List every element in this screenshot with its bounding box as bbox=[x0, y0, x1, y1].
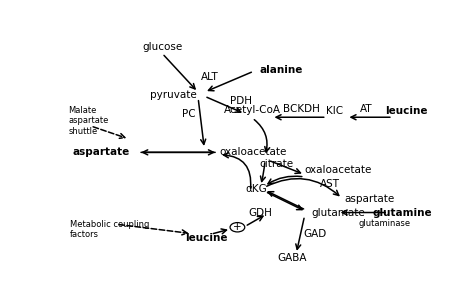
Text: oxaloacetate: oxaloacetate bbox=[219, 147, 286, 157]
Text: KIC: KIC bbox=[326, 106, 343, 116]
Text: Malate
aspartate
shuttle: Malate aspartate shuttle bbox=[68, 106, 109, 136]
Text: GDH: GDH bbox=[248, 208, 272, 217]
Text: leucine: leucine bbox=[385, 106, 428, 116]
Text: glutamate: glutamate bbox=[311, 208, 365, 217]
Text: AST: AST bbox=[320, 179, 340, 189]
Text: alanine: alanine bbox=[259, 65, 303, 75]
Text: GAD: GAD bbox=[303, 229, 327, 239]
Text: GABA: GABA bbox=[278, 253, 307, 263]
Text: BCKDH: BCKDH bbox=[283, 104, 320, 114]
Text: glutamine: glutamine bbox=[373, 208, 433, 217]
Text: Metabolic coupling
factors: Metabolic coupling factors bbox=[70, 220, 150, 239]
Text: glutaminase: glutaminase bbox=[358, 219, 410, 228]
Text: +: + bbox=[233, 222, 242, 232]
Text: glucose: glucose bbox=[142, 42, 182, 52]
Text: aspartate: aspartate bbox=[73, 147, 130, 157]
Text: AT: AT bbox=[360, 104, 372, 114]
Text: PDH: PDH bbox=[230, 96, 252, 106]
Text: Acetyl-CoA: Acetyl-CoA bbox=[224, 105, 281, 115]
Text: αKG: αKG bbox=[245, 184, 267, 194]
Text: leucine: leucine bbox=[185, 233, 228, 243]
Text: ALT: ALT bbox=[201, 72, 219, 82]
Text: pyruvate: pyruvate bbox=[150, 90, 197, 100]
Text: aspartate: aspartate bbox=[344, 194, 394, 204]
Text: citrate: citrate bbox=[259, 159, 293, 169]
Text: oxaloacetate: oxaloacetate bbox=[305, 165, 372, 175]
Text: PC: PC bbox=[182, 109, 195, 119]
